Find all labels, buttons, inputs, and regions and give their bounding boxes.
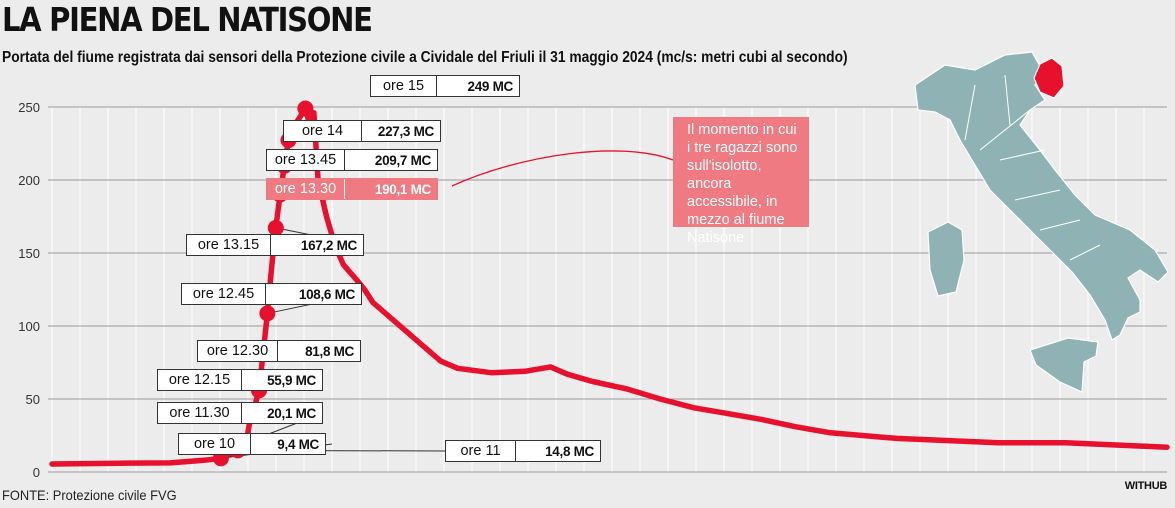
label-ore-12-30: ore 12.30 81,8 MC [197, 340, 361, 362]
label-time: ore 12.45 [182, 284, 266, 304]
label-ore-11-30: ore 11.30 20,1 MC [157, 402, 323, 424]
label-value: 9,4 MC [277, 436, 319, 452]
label-ore-13-15: ore 13.15 167,2 MC [186, 234, 364, 256]
label-time: ore 10 [179, 434, 251, 454]
label-value: 55,9 MC [267, 372, 316, 388]
label-ore-10: ore 10 9,4 MC [178, 433, 326, 455]
label-ore-13-45: ore 13.45 209,7 MC [266, 149, 438, 171]
label-time: ore 15 [371, 76, 437, 96]
label-ore-13-30: ore 13.30 190,1 MC [266, 178, 438, 200]
map-region-border [964, 84, 976, 141]
label-value: 14,8 MC [545, 443, 594, 459]
y-tick-label: 200 [18, 173, 40, 188]
label-ore-12-15: ore 12.15 55,9 MC [157, 369, 323, 391]
map-region-border [1014, 189, 1061, 201]
chart-subtitle: Portata del fiume registrata dai sensori… [2, 49, 848, 66]
label-ore-14: ore 14 227,3 MC [283, 120, 441, 142]
data-marker [297, 100, 314, 117]
label-time: ore 11.30 [158, 403, 242, 423]
label-value: 249 MC [467, 78, 514, 94]
label-value: 190,1 MC [374, 181, 431, 197]
y-tick-label: 0 [33, 465, 40, 480]
label-value: 81,8 MC [305, 343, 354, 359]
source-note: FONTE: Protezione civile FVG [2, 487, 177, 503]
credit-logo: WITHUB [1124, 480, 1168, 492]
label-value: 108,6 MC [298, 286, 355, 302]
y-tick-label: 250 [18, 100, 40, 115]
label-time: ore 13.15 [187, 235, 271, 255]
label-time: ore 14 [284, 121, 362, 141]
y-tick-label: 50 [26, 392, 40, 407]
italy-map [914, 51, 1169, 341]
annotation-box: Il momento in cui i tre ragazzi sono sul… [673, 117, 809, 246]
label-value: 227,3 MC [377, 123, 434, 139]
map-region-border [999, 149, 1046, 161]
y-tick-label: 150 [18, 246, 40, 261]
label-value: 209,7 MC [374, 152, 431, 168]
y-tick-label: 100 [18, 319, 40, 334]
map-region-border [1039, 219, 1081, 231]
label-time: ore 12.30 [198, 341, 278, 361]
map-region-border [979, 109, 1031, 151]
map-region-border [1069, 244, 1101, 261]
chart-title: LA PIENA DEL NATISONE [2, 0, 373, 39]
friuli-region-highlight [1033, 57, 1065, 99]
label-time: ore 13.45 [267, 150, 345, 170]
label-value: 20,1 MC [267, 405, 316, 421]
sardinia-map [927, 221, 965, 297]
label-time: ore 12.15 [158, 370, 242, 390]
data-marker [267, 219, 284, 236]
label-ore-12-45: ore 12.45 108,6 MC [181, 283, 362, 305]
map-region-border [1004, 74, 1011, 126]
label-value: 167,2 MC [300, 237, 357, 253]
data-marker [259, 305, 276, 322]
label-time: ore 13.30 [267, 179, 345, 199]
label-ore-15: ore 15 249 MC [370, 75, 520, 97]
label-time: ore 11 [446, 441, 516, 461]
annotation-leader-line [451, 150, 674, 187]
sicily-map [1029, 337, 1099, 393]
label-ore-11: ore 11 14,8 MC [445, 440, 601, 462]
